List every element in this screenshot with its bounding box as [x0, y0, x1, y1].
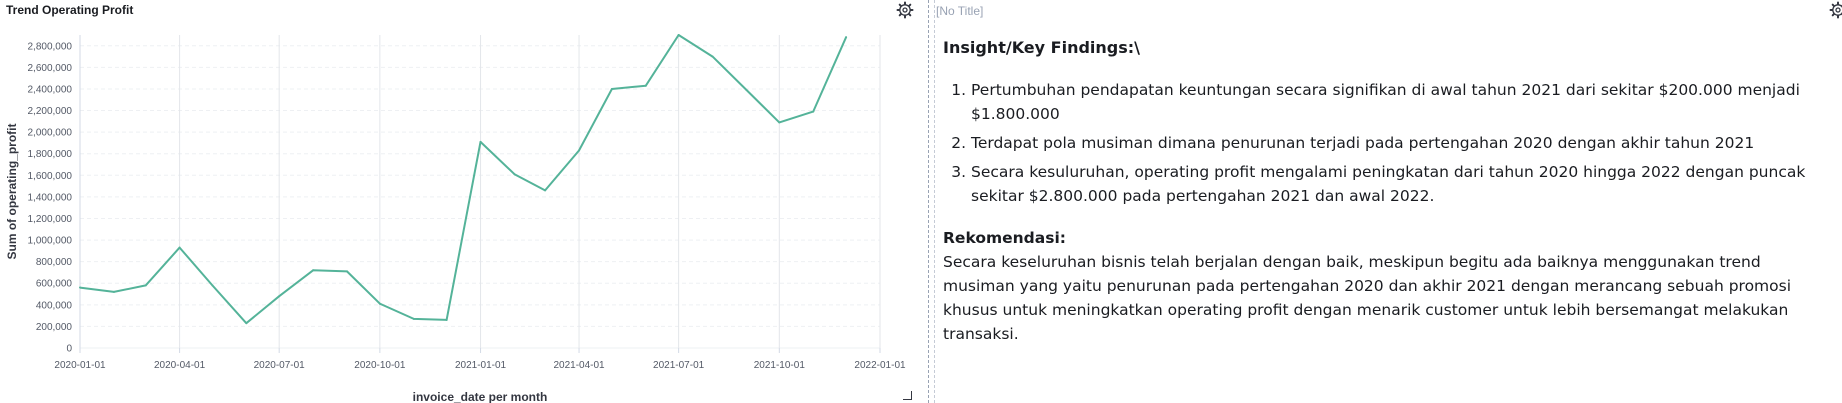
- x-tick-label: 2020-10-01: [354, 360, 406, 371]
- x-tick-label: 2020-07-01: [254, 360, 306, 371]
- data-point: [79, 286, 81, 289]
- recommendation-text: Secara keseluruhan bisnis telah berjalan…: [943, 253, 1792, 343]
- recommendation-heading: Rekomendasi:: [943, 229, 1066, 247]
- findings-heading: Insight/Key Findings:\: [943, 38, 1141, 57]
- data-point: [178, 246, 181, 249]
- y-tick-label: 200,000: [36, 322, 73, 333]
- data-point: [412, 317, 415, 320]
- data-point: [245, 322, 248, 325]
- data-point: [845, 36, 848, 39]
- markdown-panel: [No Title] Insight/Key Findings:\ Pertum…: [929, 0, 1842, 403]
- x-tick-label: 2021-10-01: [754, 360, 806, 371]
- data-point: [112, 290, 115, 293]
- gear-icon[interactable]: [1828, 0, 1842, 20]
- chart-panel: Trend Operating Profit 0 200,000 400,000 60…: [5, 0, 915, 403]
- x-tick-label: 2022-01-01: [854, 360, 906, 371]
- y-tick-label: 1,000,000: [28, 236, 73, 247]
- y-tick-label: 2,200,000: [28, 106, 73, 117]
- data-point: [677, 34, 680, 36]
- data-point: [610, 87, 613, 90]
- finding-item: Secara kesuluruhan, operating profit men…: [971, 160, 1823, 208]
- gear-icon[interactable]: [895, 0, 915, 20]
- data-point: [745, 89, 748, 92]
- line-chart: 0 200,000 400,000 600,000 800,000 1,000,000 1,…: [5, 34, 906, 403]
- data-point: [578, 149, 581, 152]
- data-point: [479, 140, 482, 143]
- x-tick-label: 2021-04-01: [553, 360, 605, 371]
- x-tick-label: 2020-04-01: [154, 360, 206, 371]
- markdown-panel-title: [No Title]: [936, 4, 984, 18]
- data-point: [644, 84, 647, 87]
- x-axis-title: invoice_date per month: [413, 390, 548, 403]
- x-tick-label: 2020-01-01: [54, 360, 106, 371]
- y-tick-label: 1,800,000: [28, 149, 73, 160]
- y-tick-label: 400,000: [36, 300, 73, 311]
- resize-handle[interactable]: [903, 391, 912, 400]
- markdown-content: Insight/Key Findings:\ Pertumbuhan penda…: [943, 30, 1823, 346]
- finding-item: Pertumbuhan pendapatan keuntungan secara…: [971, 78, 1823, 126]
- operating-profit-line: [79, 34, 848, 325]
- y-tick-label: 0: [66, 344, 72, 355]
- y-tick-label: 1,600,000: [28, 171, 73, 182]
- data-point: [144, 284, 147, 287]
- data-point: [346, 270, 349, 273]
- data-point: [445, 318, 448, 321]
- y-tick-label: 2,400,000: [28, 84, 73, 95]
- x-tick-label: 2021-01-01: [455, 360, 507, 371]
- data-point: [378, 302, 381, 305]
- panel-divider-inner: [934, 0, 935, 403]
- data-point: [278, 295, 281, 298]
- data-point: [312, 269, 315, 272]
- y-tick-label: 2,800,000: [28, 41, 73, 52]
- y-tick-label: 1,200,000: [28, 214, 73, 225]
- y-tick-label: 600,000: [36, 279, 73, 290]
- data-point: [544, 189, 547, 192]
- data-point: [711, 55, 714, 58]
- finding-item: Terdapat pola musiman dimana penurunan t…: [971, 131, 1823, 155]
- y-tick-label: 1,400,000: [28, 192, 73, 203]
- x-tick-label: 2021-07-01: [653, 360, 705, 371]
- y-axis-title: Sum of operating_profit: [5, 124, 19, 260]
- data-point: [513, 173, 516, 176]
- y-tick-label: 2,000,000: [28, 128, 73, 139]
- y-tick-label: 2,600,000: [28, 63, 73, 74]
- data-point: [211, 284, 214, 287]
- chart-panel-title: Trend Operating Profit: [6, 3, 134, 17]
- data-point: [812, 110, 815, 113]
- data-point: [778, 121, 781, 124]
- panel-divider: [928, 0, 929, 403]
- findings-list: Pertumbuhan pendapatan keuntungan secara…: [943, 78, 1823, 208]
- y-tick-label: 800,000: [36, 257, 73, 268]
